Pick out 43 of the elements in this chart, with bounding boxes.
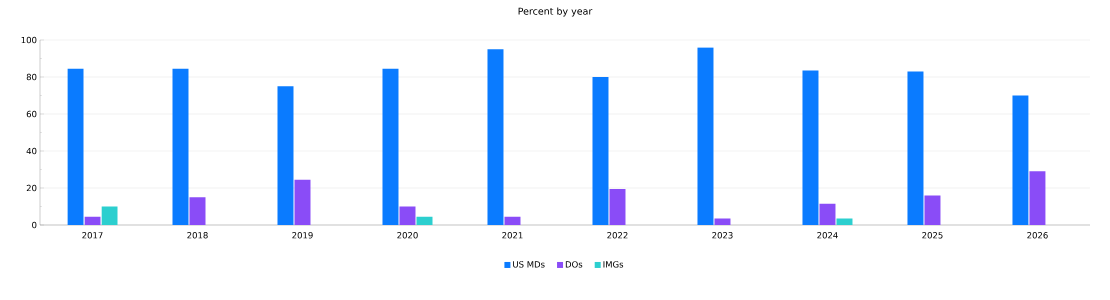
y-tick-label: 60 [26, 110, 37, 118]
y-tick-label: 20 [26, 184, 37, 192]
x-tick-label: 2020 [397, 232, 418, 239]
y-tick-label: 0 [32, 221, 37, 229]
x-tick-label: 2024 [817, 232, 838, 239]
bar [67, 68, 84, 225]
bar [907, 71, 924, 225]
x-tick-label: 2018 [187, 232, 208, 239]
bar [382, 68, 399, 225]
legend-label: US MDs [513, 261, 545, 268]
bar [399, 206, 416, 225]
bar [819, 203, 836, 225]
x-tick-label: 2026 [1027, 232, 1048, 239]
bar [714, 218, 731, 225]
chart-title: Percent by year [518, 7, 593, 17]
bar [294, 179, 311, 225]
x-tick-label: 2025 [922, 232, 943, 239]
bar [172, 68, 189, 225]
y-tick-label: 40 [26, 147, 37, 155]
bar [592, 77, 609, 225]
bar [836, 218, 853, 225]
bar [697, 47, 714, 225]
bar [189, 197, 206, 225]
bar [1029, 171, 1046, 225]
x-tick-label: 2022 [607, 232, 628, 239]
bar [1012, 95, 1029, 225]
x-tick-label: 2023 [712, 232, 733, 239]
bar [609, 188, 626, 225]
bar [487, 49, 504, 225]
bar [504, 216, 521, 225]
x-tick-label: 2017 [82, 232, 103, 239]
x-tick-label: 2021 [502, 232, 523, 239]
y-tick-label: 80 [26, 73, 37, 81]
y-tick-label: 100 [21, 36, 37, 44]
bar [924, 195, 941, 225]
bar [416, 216, 433, 225]
legend-label: IMGs [603, 261, 624, 268]
bar [802, 70, 819, 225]
bar [101, 206, 118, 225]
bar [277, 86, 294, 225]
bar [84, 216, 101, 225]
legend-label: DOs [565, 261, 583, 268]
x-tick-label: 2019 [292, 232, 313, 239]
